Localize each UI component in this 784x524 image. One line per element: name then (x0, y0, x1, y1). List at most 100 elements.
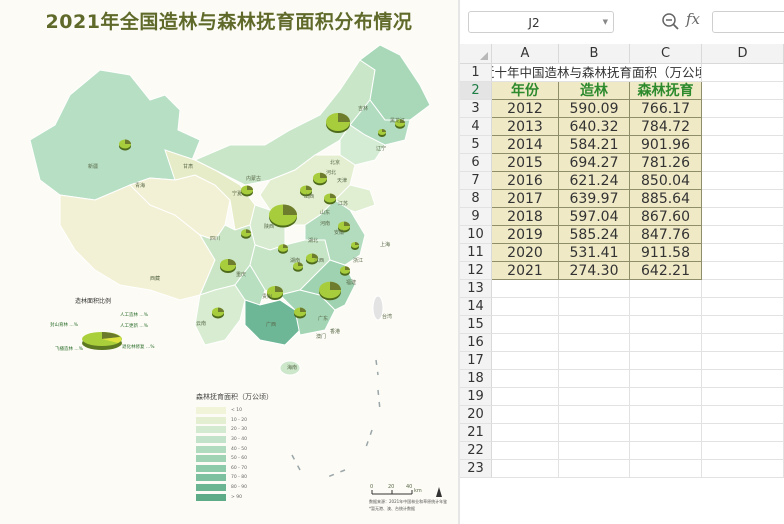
data-cell[interactable]: 2014 (492, 136, 559, 154)
data-cell[interactable]: 590.09 (559, 100, 630, 118)
cell[interactable] (702, 190, 784, 208)
cell[interactable] (559, 370, 630, 388)
cell[interactable] (559, 406, 630, 424)
row-header[interactable]: 23 (460, 460, 492, 478)
column-header-a[interactable]: A (492, 44, 559, 64)
data-cell[interactable]: 885.64 (630, 190, 702, 208)
cell[interactable] (702, 280, 784, 298)
cell[interactable] (559, 388, 630, 406)
data-cell[interactable]: 2012 (492, 100, 559, 118)
data-cell[interactable]: 531.41 (559, 244, 630, 262)
cell[interactable] (630, 316, 702, 334)
row-header[interactable]: 9 (460, 208, 492, 226)
cell[interactable] (630, 334, 702, 352)
row-header[interactable]: 11 (460, 244, 492, 262)
title-cell[interactable]: 近十年中国造林与森林抚育面积（万公顷） (492, 64, 702, 82)
cell[interactable] (702, 460, 784, 478)
data-cell[interactable]: 901.96 (630, 136, 702, 154)
row-header[interactable]: 4 (460, 118, 492, 136)
cell[interactable] (630, 298, 702, 316)
cell[interactable] (559, 316, 630, 334)
column-header-d[interactable]: D (702, 44, 784, 64)
data-cell[interactable]: 2015 (492, 154, 559, 172)
data-cell[interactable]: 2019 (492, 226, 559, 244)
data-cell[interactable]: 585.24 (559, 226, 630, 244)
row-header[interactable]: 13 (460, 280, 492, 298)
cell[interactable] (702, 64, 784, 82)
cell[interactable] (492, 424, 559, 442)
row-header[interactable]: 22 (460, 442, 492, 460)
data-cell[interactable]: 621.24 (559, 172, 630, 190)
data-cell[interactable]: 847.76 (630, 226, 702, 244)
cell[interactable] (559, 460, 630, 478)
data-cell[interactable]: 2021 (492, 262, 559, 280)
cell[interactable] (492, 460, 559, 478)
cell[interactable] (630, 460, 702, 478)
data-cell[interactable]: 694.27 (559, 154, 630, 172)
cell[interactable] (630, 352, 702, 370)
chevron-down-icon[interactable]: ▼ (602, 18, 608, 26)
row-header[interactable]: 5 (460, 136, 492, 154)
data-cell[interactable]: 639.97 (559, 190, 630, 208)
data-cell[interactable]: 766.17 (630, 100, 702, 118)
pane-divider[interactable] (458, 0, 460, 524)
zoom-icon[interactable] (661, 12, 681, 32)
cell[interactable] (559, 442, 630, 460)
cell[interactable] (492, 388, 559, 406)
data-cell[interactable]: 2020 (492, 244, 559, 262)
select-all-corner[interactable] (460, 44, 492, 64)
cell[interactable] (559, 298, 630, 316)
data-cell[interactable]: 2016 (492, 172, 559, 190)
cell[interactable] (559, 352, 630, 370)
cell[interactable] (702, 406, 784, 424)
row-header[interactable]: 7 (460, 172, 492, 190)
cell[interactable] (492, 280, 559, 298)
data-cell[interactable]: 2013 (492, 118, 559, 136)
cell[interactable] (702, 154, 784, 172)
row-header[interactable]: 2 (460, 82, 492, 100)
data-cell[interactable]: 2018 (492, 208, 559, 226)
cell[interactable] (492, 316, 559, 334)
data-cell[interactable]: 781.26 (630, 154, 702, 172)
formula-input[interactable] (712, 11, 784, 33)
data-cell[interactable]: 274.30 (559, 262, 630, 280)
cell[interactable] (630, 388, 702, 406)
cell[interactable] (630, 280, 702, 298)
function-icon[interactable]: fx (686, 10, 701, 28)
data-cell[interactable]: 584.21 (559, 136, 630, 154)
data-cell[interactable]: 867.60 (630, 208, 702, 226)
row-header[interactable]: 21 (460, 424, 492, 442)
name-box[interactable]: J2 ▼ (468, 11, 614, 33)
row-header[interactable]: 12 (460, 262, 492, 280)
row-header[interactable]: 20 (460, 406, 492, 424)
cell[interactable] (559, 334, 630, 352)
row-header[interactable]: 16 (460, 334, 492, 352)
column-header-b[interactable]: B (559, 44, 630, 64)
cell[interactable] (702, 208, 784, 226)
cell[interactable] (702, 262, 784, 280)
row-header[interactable]: 6 (460, 154, 492, 172)
data-cell[interactable]: 784.72 (630, 118, 702, 136)
row-header[interactable]: 19 (460, 388, 492, 406)
row-header[interactable]: 18 (460, 370, 492, 388)
cell[interactable] (702, 316, 784, 334)
cell[interactable] (630, 370, 702, 388)
cell[interactable] (702, 118, 784, 136)
cell[interactable] (492, 334, 559, 352)
cell[interactable] (702, 226, 784, 244)
cell[interactable] (492, 406, 559, 424)
cell[interactable] (630, 406, 702, 424)
row-header[interactable]: 3 (460, 100, 492, 118)
cell[interactable] (702, 442, 784, 460)
row-header[interactable]: 15 (460, 316, 492, 334)
row-header[interactable]: 8 (460, 190, 492, 208)
data-cell[interactable]: 2017 (492, 190, 559, 208)
header-cell[interactable]: 森林抚育 (630, 82, 702, 100)
data-cell[interactable]: 850.04 (630, 172, 702, 190)
cell[interactable] (702, 136, 784, 154)
cell[interactable] (702, 82, 784, 100)
column-header-c[interactable]: C (630, 44, 702, 64)
cell[interactable] (702, 172, 784, 190)
cell[interactable] (630, 442, 702, 460)
cell[interactable] (492, 370, 559, 388)
